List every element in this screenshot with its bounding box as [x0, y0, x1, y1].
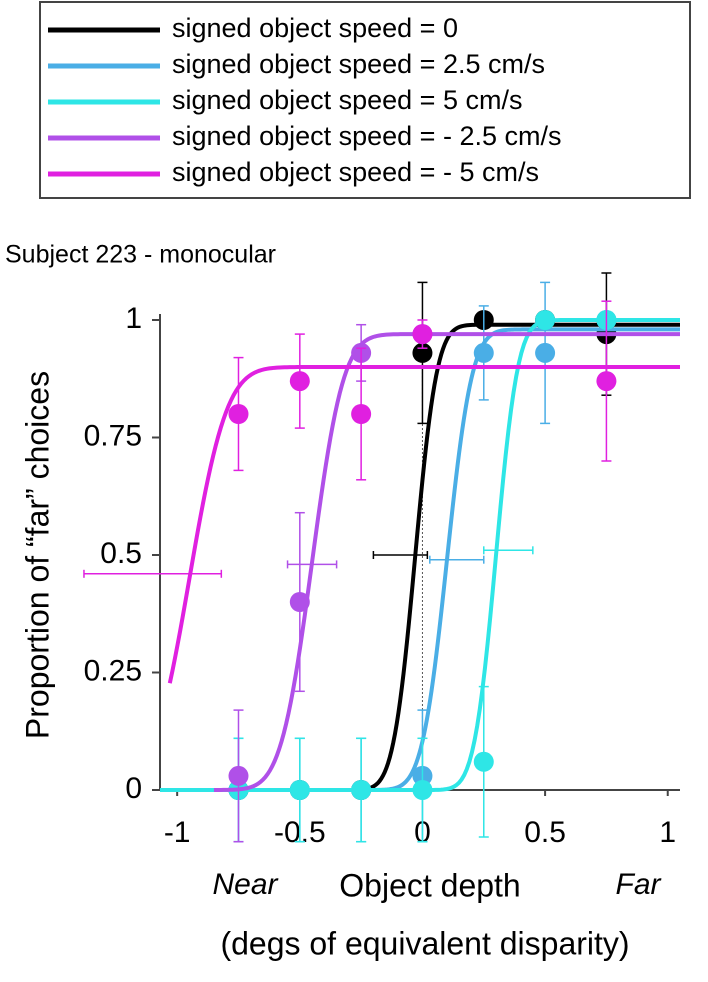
data-point	[596, 371, 617, 392]
fit-curve	[213, 332, 680, 792]
data-point	[289, 371, 310, 392]
fit-curve	[336, 322, 680, 792]
data-point	[289, 592, 310, 612]
y-tick-label: 0	[125, 772, 142, 805]
y-axis-label: Proportion of “far” choices	[19, 371, 55, 739]
legend-label: signed object speed = 2.5 cm/s	[172, 49, 545, 79]
data-point	[351, 780, 372, 800]
data-point	[473, 342, 494, 363]
legend-label: signed object speed = - 5 cm/s	[172, 157, 539, 187]
legend-label: signed object speed = 0	[172, 13, 458, 43]
x-tick-label: -1	[164, 816, 191, 849]
x-axis-sublabel: (degs of equivalent disparity)	[220, 925, 629, 961]
data-point	[228, 404, 249, 424]
data-point	[289, 780, 310, 800]
y-tick-label: 0.25	[84, 654, 142, 687]
data-point	[412, 780, 433, 800]
data-point	[473, 751, 494, 772]
x-tick-label: 0.5	[524, 816, 566, 849]
legend-label: signed object speed = 5 cm/s	[172, 85, 522, 115]
data-point	[412, 324, 433, 345]
data-point	[228, 765, 249, 786]
y-tick-label: 0.75	[84, 419, 142, 452]
y-tick-label: 1	[125, 302, 142, 335]
near-label: Near	[212, 868, 278, 901]
x-axis-label: Object depth	[339, 867, 520, 903]
chart-title: Subject 223 - monocular	[5, 241, 276, 269]
fit-curve	[167, 365, 680, 684]
data-point	[351, 404, 372, 424]
y-tick-label: 0.5	[100, 537, 142, 570]
legend-label: signed object speed = - 2.5 cm/s	[172, 121, 561, 151]
far-label: Far	[616, 868, 662, 901]
fit-curve	[373, 327, 680, 792]
data-point	[535, 310, 556, 330]
data-point	[535, 342, 556, 363]
x-tick-label: 1	[659, 816, 676, 849]
